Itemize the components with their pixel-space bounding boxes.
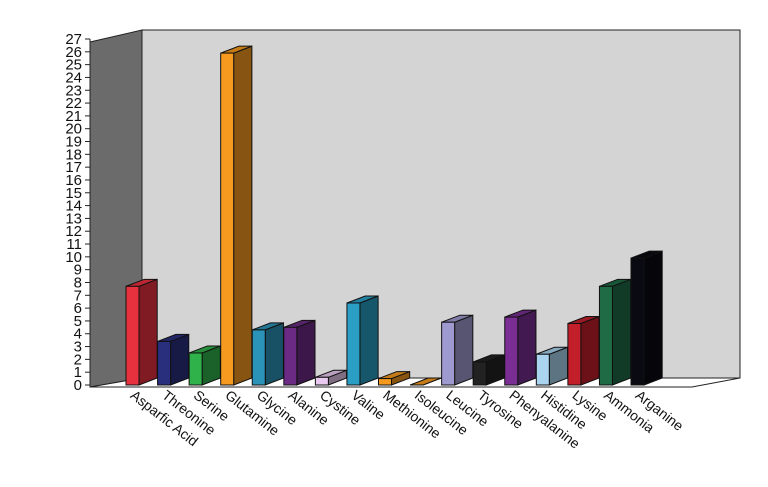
y-axis: 0123456789101112131415161718192021222324… — [65, 31, 91, 394]
bar — [314, 369, 348, 386]
bar-side — [359, 295, 379, 386]
bar-series — [125, 45, 663, 386]
y-tick-label: 12 — [65, 223, 82, 240]
y-tick-label: 15 — [65, 185, 82, 202]
x-axis-labels: Asparfic AcidThreonineSerineGlutamineGly… — [128, 387, 687, 452]
bar — [125, 278, 158, 386]
bar — [157, 333, 190, 386]
y-tick-label: 6 — [74, 300, 82, 317]
bar-side — [138, 278, 158, 386]
y-tick-label: 7 — [74, 287, 82, 304]
bar-front — [472, 361, 487, 386]
bar — [251, 322, 284, 386]
y-tick-label: 26 — [65, 44, 82, 61]
bar — [378, 370, 411, 386]
bar — [346, 295, 379, 386]
bar — [535, 346, 569, 386]
y-tick-label: 4 — [74, 326, 82, 343]
y-tick-label: 18 — [65, 146, 82, 163]
y-tick-label: 24 — [65, 69, 82, 86]
y-tick-label: 0 — [74, 377, 82, 394]
bar-front — [220, 52, 235, 386]
bar-front — [535, 353, 550, 386]
bar — [283, 319, 316, 386]
bar — [441, 314, 474, 386]
bar-front — [441, 321, 456, 386]
bar-side — [264, 322, 284, 386]
y-tick-label: 20 — [65, 121, 82, 138]
bar-front — [378, 378, 392, 386]
bar — [504, 309, 537, 386]
y-tick-label: 2 — [74, 351, 82, 368]
bar-side — [580, 315, 600, 386]
y-tick-label: 23 — [65, 82, 82, 99]
bar-front — [504, 316, 519, 386]
bar-front — [346, 302, 361, 386]
bar-side — [454, 314, 474, 386]
y-tick-label: 19 — [65, 134, 82, 151]
bar-front — [125, 285, 140, 386]
bar — [598, 278, 632, 386]
bar-side — [611, 278, 632, 386]
bar — [220, 45, 253, 386]
y-tick-label: 9 — [74, 262, 82, 279]
chart-walls — [89, 29, 741, 388]
bar — [630, 250, 663, 386]
bar-front — [283, 326, 298, 386]
y-tick-label: 8 — [74, 274, 82, 291]
bar-front — [251, 329, 266, 386]
bar-front — [598, 285, 613, 386]
y-tick-label: 3 — [74, 339, 82, 356]
bar-front — [157, 340, 172, 386]
bar-side — [170, 333, 190, 386]
y-tick-label: 14 — [65, 198, 82, 215]
y-tick-label: 13 — [65, 210, 82, 227]
y-tick-label: 25 — [65, 57, 82, 74]
bar-side — [643, 250, 663, 386]
y-tick-label: 10 — [65, 249, 82, 266]
y-tick-label: 16 — [65, 172, 82, 189]
bar-side — [233, 45, 253, 386]
bar-front — [567, 322, 582, 386]
y-tick-label: 22 — [65, 95, 82, 112]
bar-side — [296, 319, 316, 386]
y-tick-label: 1 — [74, 364, 82, 381]
bar-side — [517, 309, 537, 386]
bar-front — [630, 257, 645, 386]
bar-front — [314, 376, 329, 386]
y-tick-label: 11 — [66, 236, 82, 253]
bar-front — [188, 352, 203, 386]
y-tick-label: 5 — [74, 313, 82, 330]
y-tick-label: 21 — [65, 108, 82, 125]
y-tick-label: 27 — [65, 31, 82, 48]
bar — [567, 315, 600, 386]
bar — [188, 345, 221, 386]
y-tick-label: 17 — [65, 159, 82, 176]
